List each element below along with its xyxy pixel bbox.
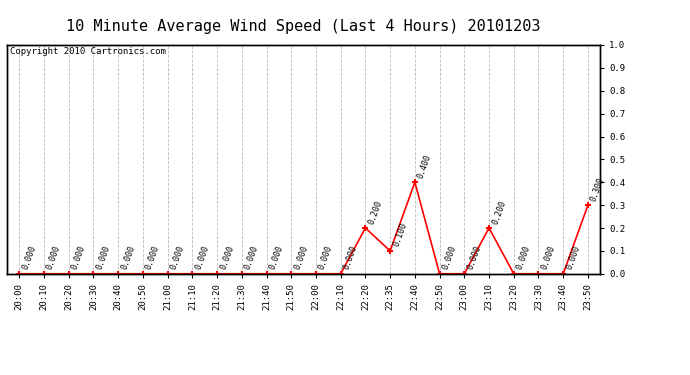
Text: 0.000: 0.000 [243, 244, 260, 271]
Text: 10 Minute Average Wind Speed (Last 4 Hours) 20101203: 10 Minute Average Wind Speed (Last 4 Hou… [66, 19, 541, 34]
Text: 0.000: 0.000 [540, 244, 557, 271]
Text: 0.100: 0.100 [391, 222, 408, 248]
Text: Copyright 2010 Cartronics.com: Copyright 2010 Cartronics.com [10, 47, 166, 56]
Text: 0.000: 0.000 [317, 244, 335, 271]
Text: 0.000: 0.000 [169, 244, 186, 271]
Text: 0.000: 0.000 [144, 244, 161, 271]
Text: 0.400: 0.400 [416, 153, 433, 180]
Text: 0.000: 0.000 [293, 244, 310, 271]
Text: 0.000: 0.000 [46, 244, 62, 271]
Text: 0.000: 0.000 [119, 244, 137, 271]
Text: 0.300: 0.300 [589, 176, 607, 203]
Text: 0.000: 0.000 [441, 244, 458, 271]
Text: 0.000: 0.000 [21, 244, 38, 271]
Text: 0.000: 0.000 [564, 244, 582, 271]
Text: 0.000: 0.000 [70, 244, 87, 271]
Text: 0.200: 0.200 [491, 199, 507, 225]
Text: 0.000: 0.000 [194, 244, 210, 271]
Text: 0.000: 0.000 [342, 244, 359, 271]
Text: 0.200: 0.200 [367, 199, 384, 225]
Text: 0.000: 0.000 [268, 244, 285, 271]
Text: 0.000: 0.000 [466, 244, 483, 271]
Text: 0.000: 0.000 [95, 244, 112, 271]
Text: 0.000: 0.000 [515, 244, 532, 271]
Text: 0.000: 0.000 [219, 244, 235, 271]
